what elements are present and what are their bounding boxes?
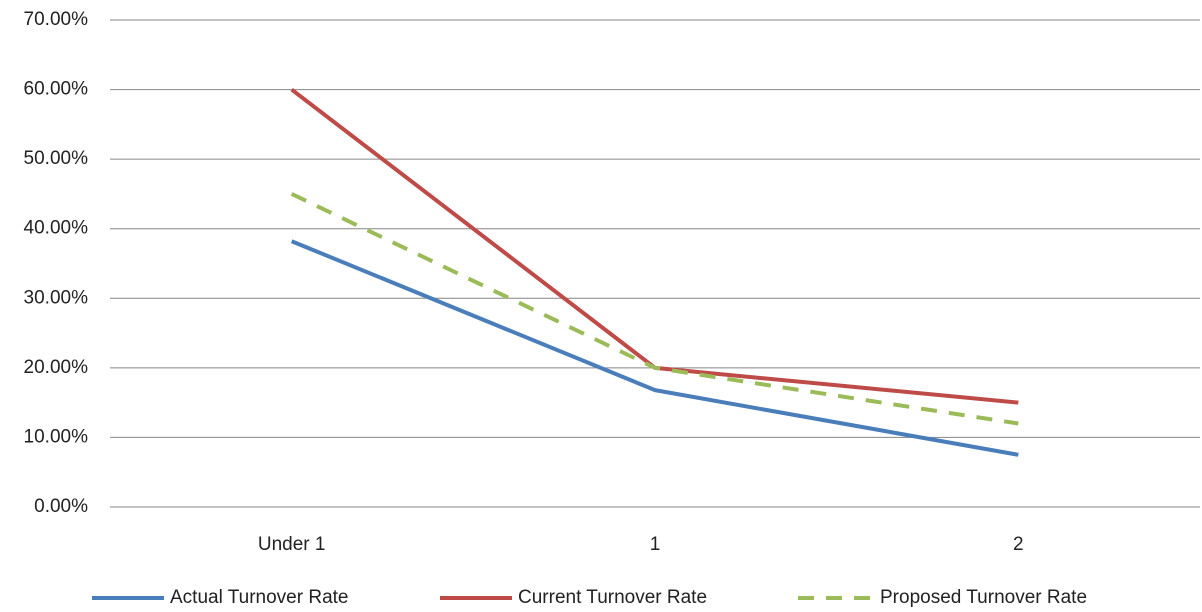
series-line (290, 239, 1019, 457)
x-tick-label: Under 1 (258, 534, 326, 555)
y-tick-label: 10.00% (24, 426, 89, 447)
y-tick-label: 40.00% (24, 218, 89, 239)
legend-label: Actual Turnover Rate (170, 587, 348, 608)
y-tick-label: 50.00% (24, 148, 89, 169)
legend-label: Proposed Turnover Rate (880, 587, 1087, 608)
legend-label: Current Turnover Rate (518, 587, 707, 608)
y-tick-label: 0.00% (34, 496, 88, 517)
y-tick-label: 70.00% (24, 9, 89, 30)
y-tick-label: 20.00% (24, 357, 89, 378)
series-line (290, 192, 1019, 426)
x-tick-label: 2 (1013, 534, 1024, 555)
x-tick-label: 1 (650, 534, 661, 555)
y-tick-label: 60.00% (24, 79, 89, 100)
y-tick-label: 30.00% (24, 287, 89, 308)
